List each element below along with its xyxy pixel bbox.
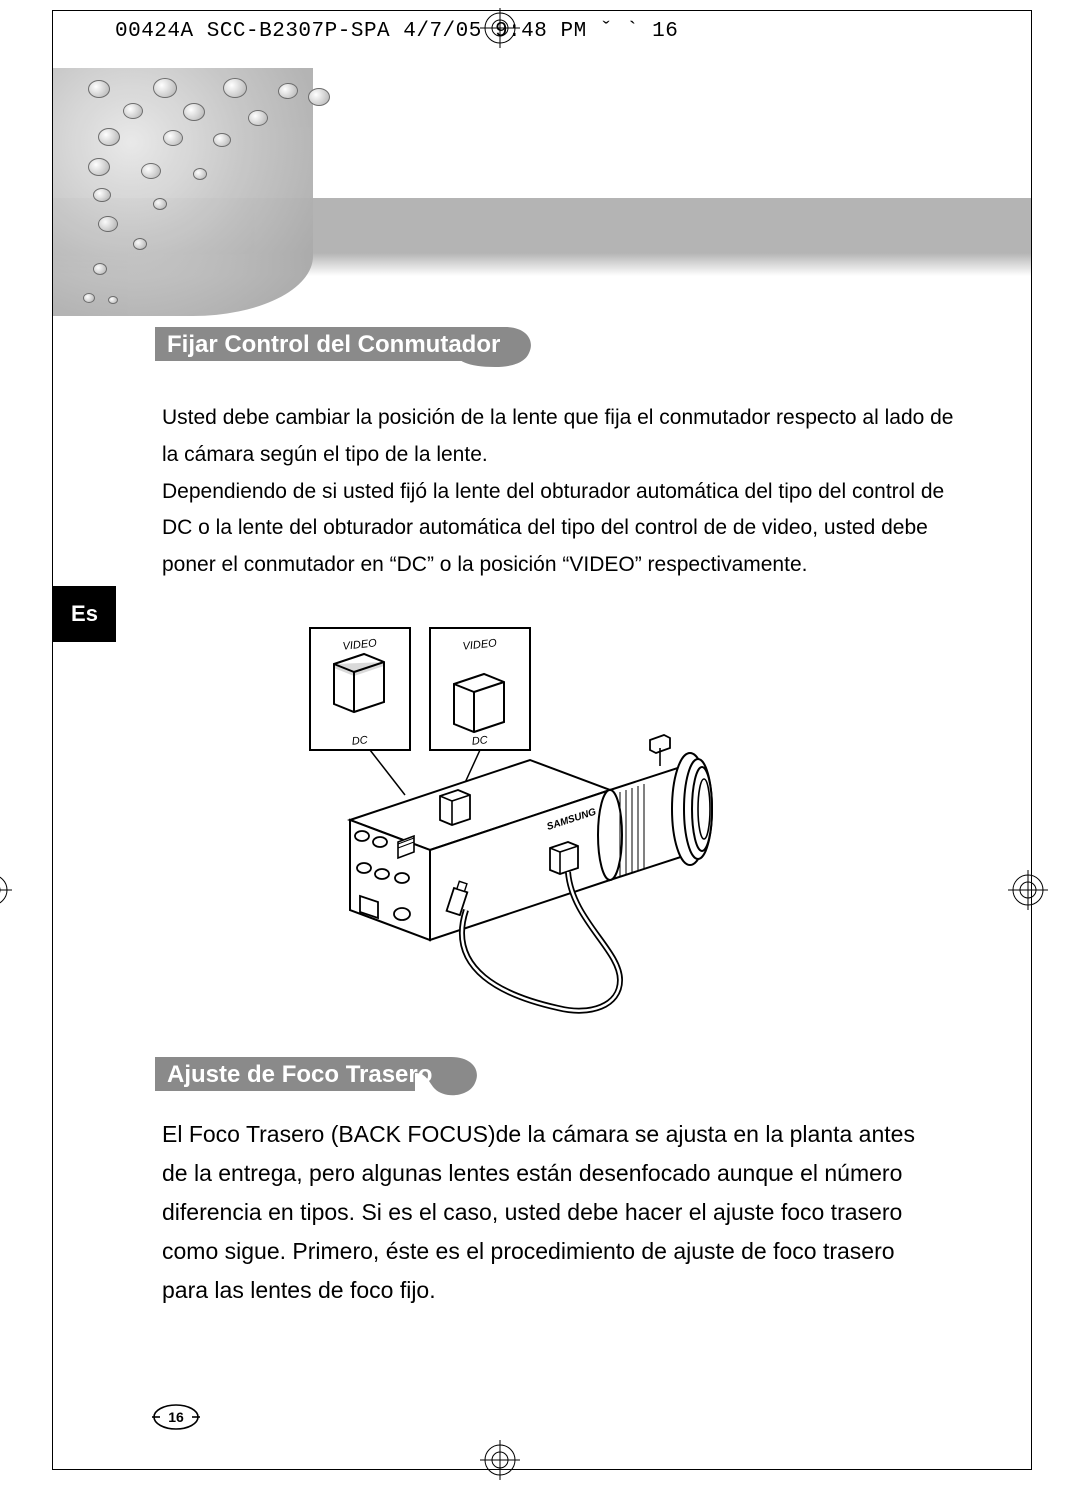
page-number: 16 [152, 1403, 200, 1431]
page-number-text: 16 [168, 1409, 184, 1425]
crop-mark-left-icon [0, 870, 12, 910]
section2-title-text: Ajuste de Foco Trasero [167, 1061, 432, 1088]
section-heading-switch: Fijar Control del Conmutador [155, 327, 545, 367]
section2-body: El Foco Trasero (BACK FOCUS)de la cámara… [162, 1115, 942, 1310]
decorative-banner [53, 68, 1031, 313]
crop-mark-top-icon [480, 8, 520, 48]
camera-body: SAMSUNG [350, 760, 610, 940]
switch-dc-label: DC [351, 734, 368, 747]
section1-title-text: Fijar Control del Conmutador [167, 331, 500, 358]
language-tab: Es [53, 586, 116, 642]
switch-callout-left: VIDEO DC [310, 628, 410, 795]
crop-mark-right-icon [1008, 870, 1048, 910]
crop-mark-bottom-icon [480, 1440, 520, 1480]
section-heading-backfocus: Ajuste de Foco Trasero [155, 1057, 495, 1097]
bubbles-graphic-icon [53, 68, 313, 316]
switch-dc-label-2: DC [471, 734, 488, 747]
section1-body: Usted debe cambiar la posición de la len… [162, 400, 972, 584]
camera-lens [598, 735, 712, 880]
camera-diagram-icon: VIDEO DC VIDEO DC [290, 620, 780, 1030]
print-header: 00424A SCC-B2307P-SPA 4/7/05 9:48 PM ˇ `… [115, 20, 678, 43]
